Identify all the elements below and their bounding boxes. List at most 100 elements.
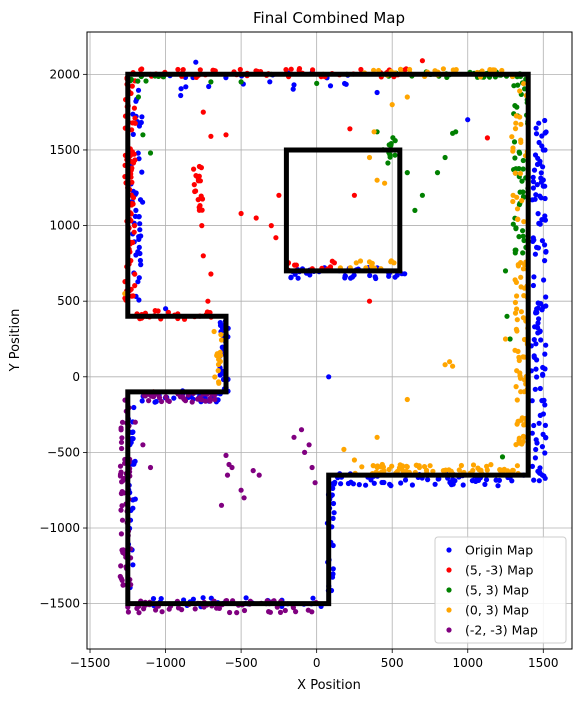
data-point (357, 258, 364, 264)
data-point (250, 468, 256, 474)
data-point (158, 398, 165, 405)
data-point (536, 316, 542, 322)
x-tick-label: −1500 (70, 656, 111, 670)
legend-marker (446, 627, 452, 633)
data-point (529, 398, 535, 404)
data-point (460, 482, 466, 488)
data-point (535, 305, 541, 311)
data-point (532, 324, 538, 330)
data-point (155, 308, 161, 314)
data-point (530, 282, 537, 289)
data-point (543, 303, 549, 309)
y-axis-label: Y Position (8, 309, 23, 373)
y-tick-label: 2000 (49, 67, 80, 81)
data-point (295, 275, 301, 281)
data-point (538, 337, 544, 343)
data-point (120, 549, 126, 556)
data-point (129, 149, 135, 155)
data-point (520, 439, 526, 445)
data-point (131, 229, 137, 235)
data-point (448, 482, 455, 488)
data-point (404, 94, 410, 100)
data-point (330, 500, 337, 507)
data-point (216, 356, 222, 362)
data-point (241, 495, 247, 501)
data-point (118, 531, 124, 537)
data-point (130, 505, 136, 511)
data-point (351, 457, 357, 463)
data-point (521, 81, 527, 87)
data-point (136, 297, 142, 303)
data-point (535, 300, 541, 306)
data-point (200, 253, 206, 259)
data-point (382, 180, 388, 186)
data-point (133, 207, 139, 213)
data-point (208, 271, 214, 277)
data-point (358, 66, 364, 73)
data-point (447, 359, 453, 365)
data-point (510, 221, 516, 227)
data-point (386, 142, 392, 148)
x-tick-label: 1500 (528, 656, 559, 670)
data-point (196, 204, 202, 210)
data-point (465, 117, 471, 123)
data-point (332, 479, 338, 485)
data-point (351, 192, 357, 198)
data-point (530, 185, 537, 191)
data-point (529, 430, 535, 436)
data-point (453, 129, 459, 135)
data-point (538, 179, 545, 185)
data-point (386, 466, 392, 473)
data-point (404, 464, 410, 470)
y-tick-label: 1000 (49, 219, 80, 233)
data-point (532, 251, 539, 257)
data-point (131, 404, 137, 411)
data-point (356, 482, 362, 488)
data-point (277, 609, 284, 616)
data-point (427, 463, 433, 469)
data-point (473, 478, 479, 484)
data-point (214, 605, 220, 611)
data-point (509, 134, 515, 140)
data-point (130, 131, 136, 137)
data-point (513, 384, 519, 390)
data-point (509, 478, 515, 484)
data-point (175, 605, 182, 611)
data-point (488, 462, 494, 468)
data-point (212, 374, 218, 380)
data-point (146, 398, 152, 404)
data-point (542, 475, 548, 481)
y-tick-label: −500 (47, 445, 80, 459)
data-point (534, 309, 540, 316)
data-point (130, 160, 137, 166)
data-point (314, 80, 320, 86)
data-point (511, 139, 518, 145)
data-point (389, 102, 395, 108)
data-point (292, 262, 298, 268)
data-point (130, 562, 136, 568)
data-point (150, 596, 157, 602)
data-point (130, 497, 136, 503)
data-point (520, 194, 527, 200)
data-point (298, 427, 305, 433)
data-point (141, 606, 147, 612)
data-point (440, 66, 446, 72)
data-point (136, 275, 142, 281)
data-point (518, 121, 524, 127)
data-point (537, 385, 543, 392)
data-point (543, 294, 549, 300)
inner-wall (283, 147, 403, 274)
data-point (223, 132, 229, 138)
data-point (206, 83, 212, 90)
data-point (520, 250, 526, 256)
data-point (132, 115, 138, 121)
data-point (129, 436, 135, 442)
y-tick-label: 500 (57, 294, 80, 308)
data-point (499, 454, 506, 460)
data-point (290, 605, 296, 611)
map-walls (125, 71, 531, 607)
data-point (470, 462, 477, 468)
data-point (237, 66, 243, 73)
data-point (533, 192, 539, 198)
data-point (513, 226, 519, 232)
